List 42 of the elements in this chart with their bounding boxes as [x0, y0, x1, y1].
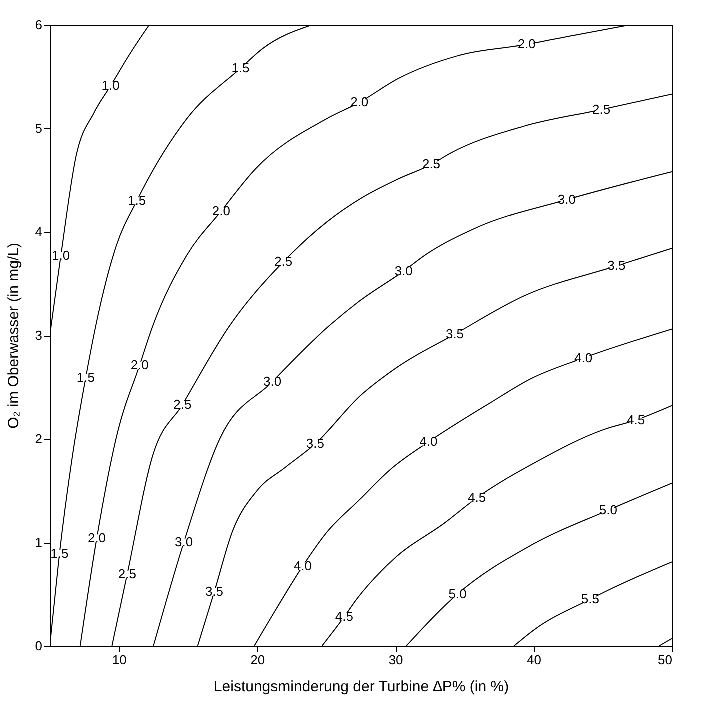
annotation: 1.5: [232, 60, 250, 76]
annotation: 3.5: [446, 326, 464, 342]
annotation: 3.5: [306, 436, 324, 452]
x-tick-label: 50: [658, 652, 672, 668]
annotation: 2.5: [422, 156, 441, 172]
y-tick-label: 1: [35, 535, 42, 550]
annotation: 4.0: [420, 434, 438, 450]
annotation: 2.0: [88, 530, 106, 546]
y-tick-label: 4: [35, 224, 42, 240]
annotation: 3.5: [205, 584, 224, 600]
y-tick-label: 3: [35, 328, 42, 343]
y-tick-label: 5: [35, 121, 42, 136]
x-tick-label: 10: [112, 652, 127, 668]
x-tick-label: 20: [250, 652, 266, 668]
annotation: 1.5: [128, 192, 146, 208]
annotation: 4.0: [574, 350, 593, 366]
annotation: 4.0: [294, 558, 312, 574]
y-tick-label: 6: [35, 18, 42, 32]
annotation: 2.0: [518, 36, 536, 52]
y-tick-label: 2: [35, 432, 42, 446]
x-axis-title: Leistungsminderung der Turbine ∆P% (in %): [214, 678, 510, 696]
annotation: 2.0: [350, 94, 369, 110]
annotation: 3.0: [175, 534, 194, 550]
annotation: 2.5: [274, 254, 293, 270]
y-tick-label: 0: [35, 638, 42, 654]
x-tick-label: 30: [388, 652, 404, 668]
annotation: 4.5: [627, 412, 646, 428]
annotation: 2.5: [174, 396, 192, 412]
annotation: 2.0: [130, 358, 149, 373]
annotation: 2.0: [212, 203, 230, 218]
annotation: 1.5: [50, 546, 69, 561]
annotation: 1.5: [76, 370, 95, 385]
annotation: 4.5: [335, 609, 354, 624]
annotation: 3.0: [264, 374, 282, 390]
annotation: 3.0: [558, 192, 576, 207]
x-tick-label: 40: [527, 652, 542, 668]
annotation: 2.5: [118, 566, 136, 582]
annotation: 3.0: [394, 263, 413, 278]
annotation: 4.5: [468, 490, 486, 505]
annotation: 3.5: [608, 258, 626, 274]
annotation: 2.5: [592, 102, 611, 117]
y-axis-title: O₂ im Oberwasser (in mg/L): [5, 243, 22, 429]
